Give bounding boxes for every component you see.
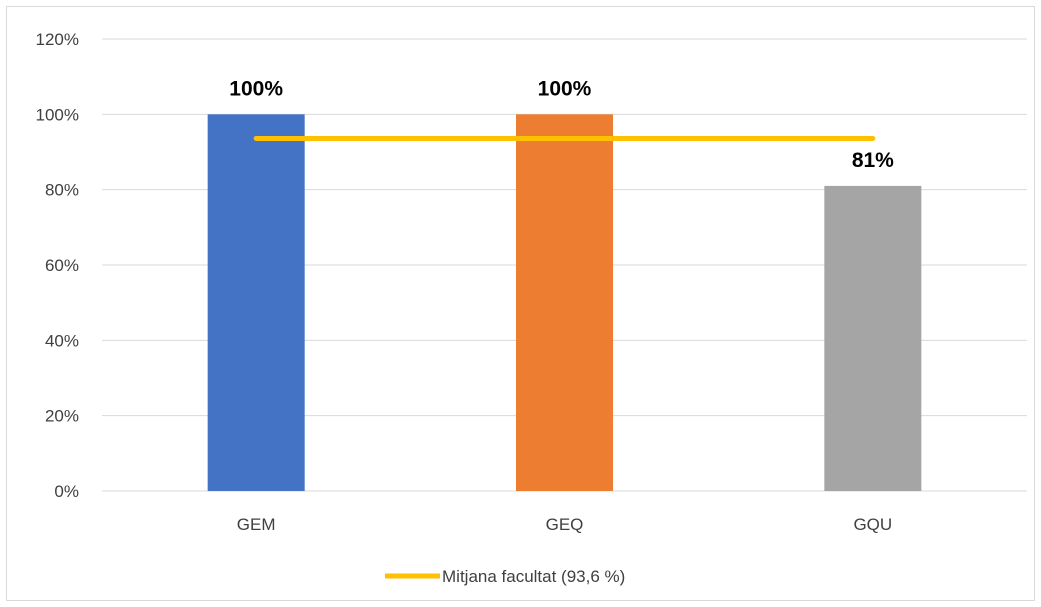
x-tick-label: GQU bbox=[853, 515, 892, 534]
x-axis-ticks: GEM GEQ GQU bbox=[237, 515, 892, 534]
bar bbox=[824, 185, 922, 491]
y-tick-label: 60% bbox=[45, 256, 79, 275]
bar bbox=[516, 114, 613, 491]
y-tick-label: 80% bbox=[45, 181, 79, 200]
data-labels: 100% 100% 81% bbox=[229, 77, 894, 172]
data-label: 100% bbox=[229, 77, 283, 100]
legend: Mitjana facultat (93,6 %) bbox=[385, 567, 625, 586]
y-tick-label: 40% bbox=[45, 331, 79, 350]
y-tick-label: 100% bbox=[36, 105, 79, 124]
y-tick-label: 0% bbox=[54, 482, 79, 501]
data-label: 100% bbox=[538, 77, 592, 100]
data-label: 81% bbox=[852, 149, 894, 172]
bars bbox=[207, 114, 922, 491]
y-tick-label: 120% bbox=[36, 30, 79, 49]
x-tick-label: GEM bbox=[237, 515, 276, 534]
x-tick-label: GEQ bbox=[546, 515, 584, 534]
legend-label: Mitjana facultat (93,6 %) bbox=[442, 567, 625, 586]
y-tick-label: 20% bbox=[45, 407, 79, 426]
y-axis-ticks: 0% 20% 40% 60% 80% 100% 120% bbox=[36, 30, 79, 501]
bar bbox=[207, 114, 305, 491]
